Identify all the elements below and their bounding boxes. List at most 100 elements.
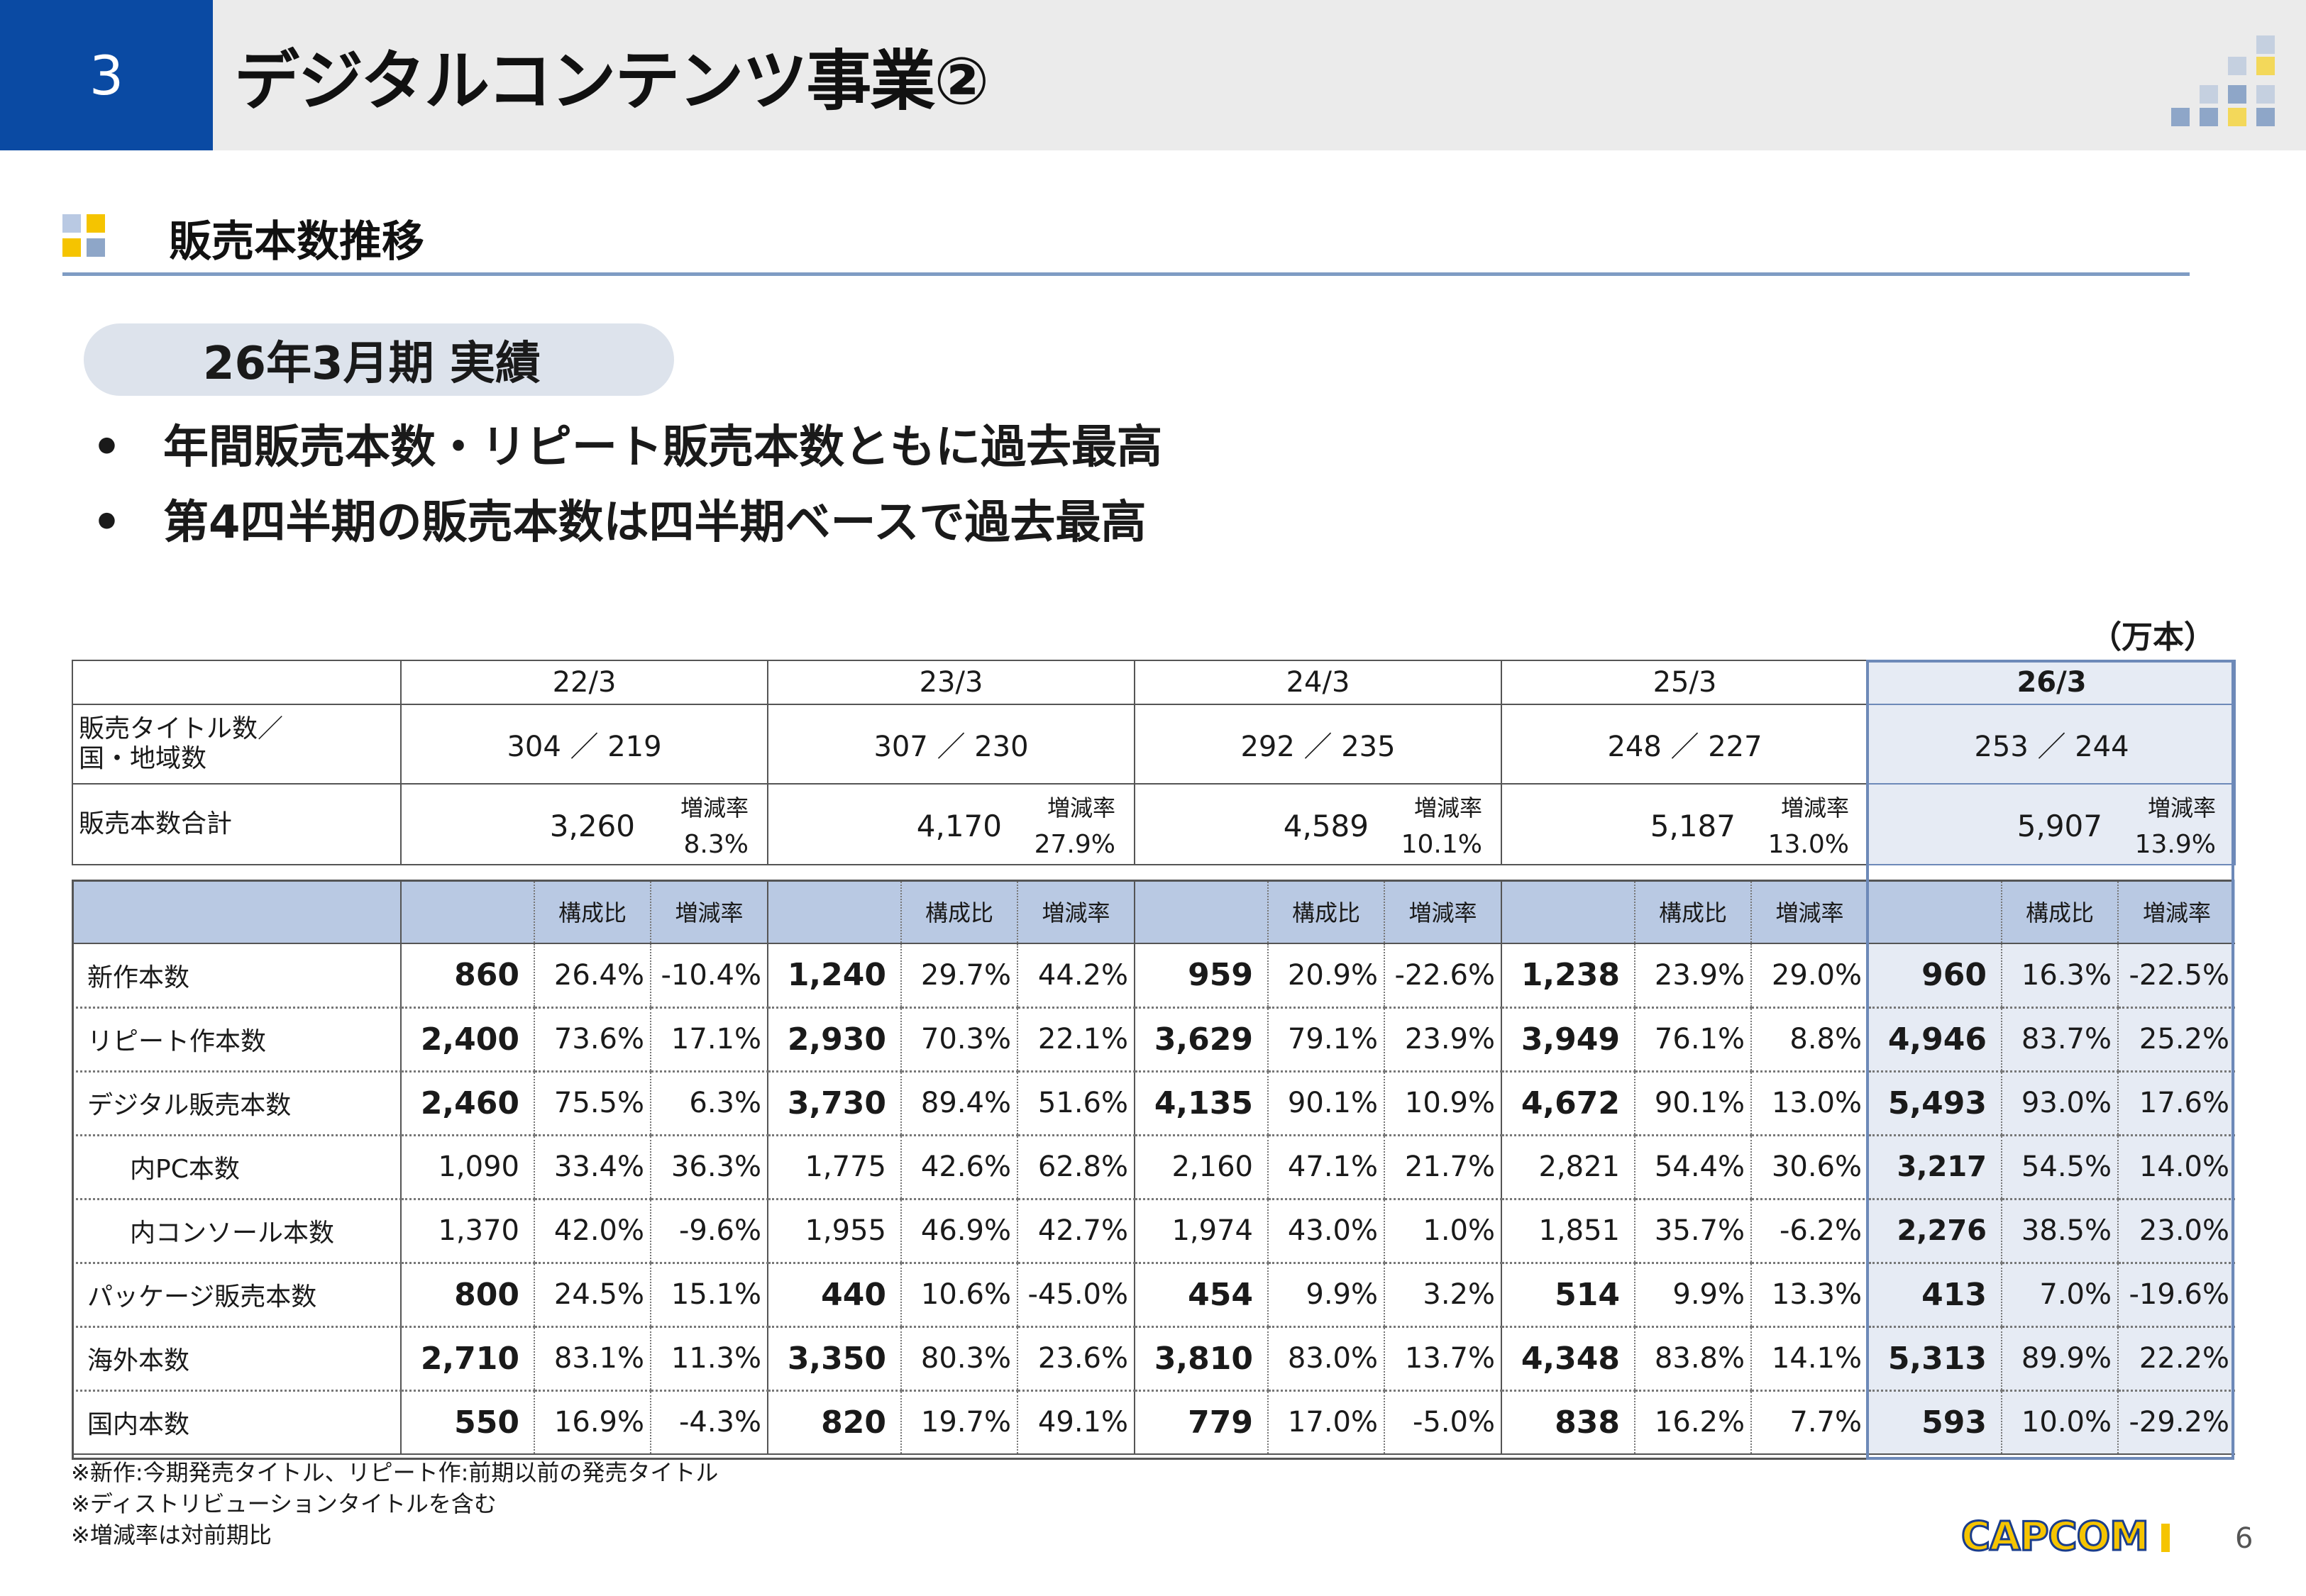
units-value: 593 — [1868, 1390, 2002, 1455]
units-value: 4,348 — [1501, 1326, 1635, 1392]
ratio-header: 構成比 — [2001, 880, 2118, 944]
rate-value: -6.2% — [1750, 1199, 1868, 1264]
titles-value: 304 ／ 219 — [400, 704, 768, 785]
ratio-value: 93.0% — [2001, 1071, 2118, 1136]
units-value: 1,238 — [1501, 943, 1635, 1009]
rate-header: 増減率 — [1750, 880, 1868, 944]
units-value: 413 — [1868, 1263, 2002, 1328]
rate-value: 30.6% — [1750, 1135, 1868, 1200]
rate-value: 23.6% — [1017, 1326, 1135, 1392]
period-header: 25/3 — [1501, 660, 1869, 705]
titles-value: 253 ／ 244 — [1868, 704, 2236, 785]
units-value: 1,955 — [767, 1199, 901, 1264]
rate-value: 25.2% — [2117, 1007, 2235, 1073]
section-bullet-icon — [62, 214, 106, 258]
rate-value: 42.7% — [1017, 1199, 1135, 1264]
units-value: 4,672 — [1501, 1071, 1635, 1136]
rate-header: 増減率 — [1017, 880, 1135, 944]
rate-value: 10.9% — [1384, 1071, 1501, 1136]
rate-value: 13.0% — [1750, 1071, 1868, 1136]
highlights-list: • 年間販売本数・リピート販売本数ともに過去最高 • 第4四半期の販売本数は四半期ベ… — [92, 410, 1162, 560]
ratio-value: 26.4% — [534, 943, 651, 1009]
ratio-value: 54.5% — [2001, 1135, 2118, 1200]
ratio-value: 42.6% — [900, 1135, 1017, 1200]
titles-value: 248 ／ 227 — [1501, 704, 1869, 785]
detail-header-blank — [1134, 880, 1268, 944]
units-value: 2,160 — [1134, 1135, 1268, 1200]
units-value: 3,949 — [1501, 1007, 1635, 1073]
rate-value: -9.6% — [650, 1199, 768, 1264]
rate-value: 17.6% — [2117, 1071, 2235, 1136]
ratio-header: 構成比 — [1267, 880, 1384, 944]
units-value: 3,350 — [767, 1326, 901, 1392]
ratio-value: 75.5% — [534, 1071, 651, 1136]
units-value: 820 — [767, 1390, 901, 1455]
ratio-value: 70.3% — [900, 1007, 1017, 1073]
ratio-value: 33.4% — [534, 1135, 651, 1200]
row-label: リピート作本数 — [72, 1007, 401, 1073]
units-value: 2,276 — [1868, 1199, 2002, 1264]
footnote: ※増減率は対前期比 — [71, 1522, 272, 1548]
ratio-value: 16.2% — [1634, 1390, 1751, 1455]
ratio-value: 79.1% — [1267, 1007, 1384, 1073]
units-value: 1,240 — [767, 943, 901, 1009]
rate-value: 7.7% — [1750, 1390, 1868, 1455]
rate-value: 1.0% — [1384, 1199, 1501, 1264]
units-value: 3,810 — [1134, 1326, 1268, 1392]
units-value: 2,821 — [1501, 1135, 1635, 1200]
ratio-header: 構成比 — [900, 880, 1017, 944]
rate-value: -29.2% — [2117, 1390, 2235, 1455]
footnote: ※ディストリビューションタイトルを含む — [71, 1490, 497, 1517]
period-header-row: 22/3 23/3 24/3 25/3 26/3 — [72, 660, 2236, 705]
rate-value: 17.1% — [650, 1007, 768, 1073]
ratio-value: 90.1% — [1634, 1071, 1751, 1136]
decorative-squares-icon — [2171, 28, 2278, 135]
units-value: 1,851 — [1501, 1199, 1635, 1264]
rate-value: 62.8% — [1017, 1135, 1135, 1200]
detail-header-blank — [1501, 880, 1635, 944]
ratio-value: 10.6% — [900, 1263, 1017, 1328]
detail-header-blank — [400, 880, 534, 944]
rate-value: -45.0% — [1017, 1263, 1135, 1328]
row-label: 内コンソール本数 — [72, 1199, 401, 1264]
rate-value: -10.4% — [650, 943, 768, 1009]
rate-value: 21.7% — [1384, 1135, 1501, 1200]
rate-header: 増減率 — [1384, 880, 1501, 944]
ratio-value: 35.7% — [1634, 1199, 1751, 1264]
rate-value: 49.1% — [1017, 1390, 1135, 1455]
highlight-item: • 第4四半期の販売本数は四半期ベースで過去最高 — [92, 497, 1147, 549]
ratio-value: 10.0% — [2001, 1390, 2118, 1455]
units-value: 5,493 — [1868, 1071, 2002, 1136]
units-value: 2,930 — [767, 1007, 901, 1073]
ratio-value: 7.0% — [2001, 1263, 2118, 1328]
rate-header: 増減率 — [650, 880, 768, 944]
rate-value: -4.3% — [650, 1390, 768, 1455]
section-number: 3 — [0, 0, 213, 150]
row-label: 新作本数 — [72, 943, 401, 1009]
ratio-value: 17.0% — [1267, 1390, 1384, 1455]
highlight-item: • 年間販売本数・リピート販売本数ともに過去最高 — [92, 421, 1162, 474]
titles-value: 307 ／ 230 — [767, 704, 1135, 785]
total-cell: 5,907 増減率 13.9% — [1868, 783, 2236, 865]
summary-table: 22/3 23/3 24/3 25/3 26/3 販売タイトル数／ 国・地域数 … — [72, 660, 2236, 865]
table-row: デジタル販売本数 2,460 75.5% 6.3% 3,730 89.4% 51.6% 4,1… — [72, 1071, 2235, 1136]
row-label: 内PC本数 — [72, 1135, 401, 1200]
rate-value: -19.6% — [2117, 1263, 2235, 1328]
units-value: 959 — [1134, 943, 1268, 1009]
detail-header-blank — [1868, 880, 2002, 944]
ratio-value: 73.6% — [534, 1007, 651, 1073]
rate-value: 51.6% — [1017, 1071, 1135, 1136]
table-row: パッケージ販売本数 800 24.5% 15.1% 440 10.6% -45.0% 454 9… — [72, 1263, 2235, 1328]
units-value: 1,370 — [400, 1199, 534, 1264]
table-row: 内コンソール本数 1,370 42.0% -9.6% 1,955 46.9% 42.7% 1,… — [72, 1199, 2235, 1264]
section-divider — [62, 272, 2190, 276]
rate-value: 44.2% — [1017, 943, 1135, 1009]
rate-value: 14.0% — [2117, 1135, 2235, 1200]
rate-header: 増減率 — [2117, 880, 2235, 944]
rate-value: 11.3% — [650, 1326, 768, 1392]
ratio-value: 83.7% — [2001, 1007, 2118, 1073]
rate-value: 22.2% — [2117, 1326, 2235, 1392]
units-value: 960 — [1868, 943, 2002, 1009]
footnote: ※新作:今期発売タイトル、リピート作:前期以前の発売タイトル — [71, 1459, 719, 1486]
ratio-value: 89.9% — [2001, 1326, 2118, 1392]
